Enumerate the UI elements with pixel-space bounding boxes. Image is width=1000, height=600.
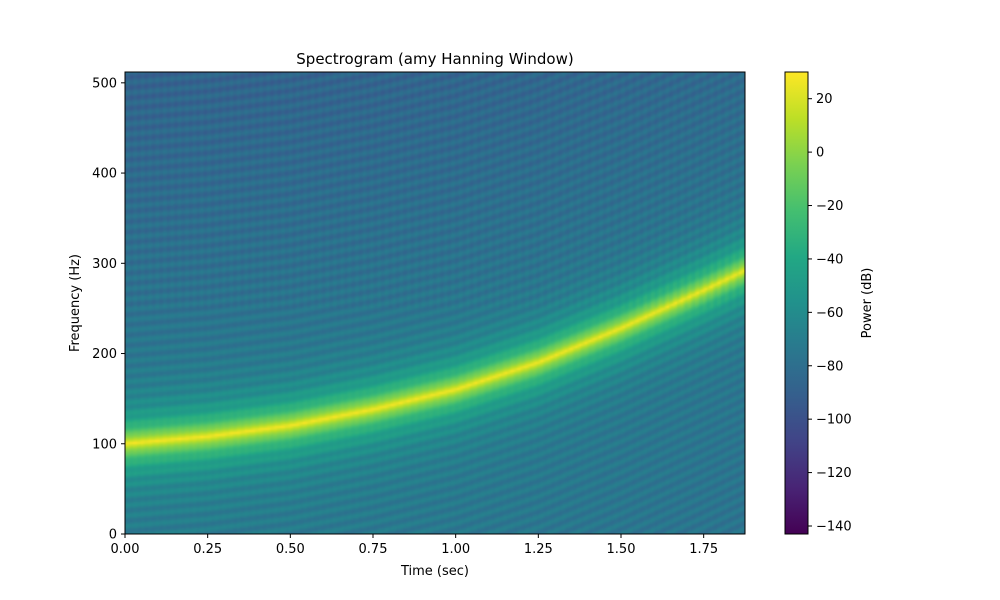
colorbar-ticks: 20 0 −20 −40 −60 −80 −100 −120 −140 [808,92,852,534]
colorbar-tick-label: 0 [816,146,824,161]
x-tick-label: 1.00 [441,542,470,557]
x-tick-label: 0.50 [276,542,305,557]
y-tick-label: 200 [92,347,117,362]
colorbar-tick-label: −20 [816,199,843,214]
x-tick-label: 0.25 [193,542,222,557]
colorbar-tick-label: −60 [816,306,843,321]
colorbar [784,71,809,535]
x-tick-label: 1.25 [524,542,553,557]
x-axis-label: Time (sec) [400,564,469,579]
x-tick-label: 0.75 [359,542,388,557]
y-axis-label: Frequency (Hz) [68,254,83,352]
y-tick-label: 300 [92,257,117,272]
colorbar-tick-label: −80 [816,359,843,374]
y-tick-label: 500 [92,76,117,91]
x-tick-label: 1.50 [607,542,636,557]
y-tick-label: 0 [109,528,117,543]
chart-title: Spectrogram (amy Hanning Window) [296,50,573,68]
heatmap [125,72,745,534]
colorbar-tick-label: −140 [816,519,852,534]
colorbar-tick-label: −100 [816,413,852,428]
y-axis-ticks: 0 100 200 300 400 500 [92,76,125,543]
heatmap-image [125,72,745,534]
y-tick-label: 400 [92,167,117,182]
x-tick-label: 0.00 [111,542,140,557]
colorbar-tick-label: −40 [816,252,843,267]
x-axis-ticks: 0.00 0.25 0.50 0.75 1.00 1.25 1.50 1.75 [111,534,718,557]
plot-frame [124,71,746,535]
x-tick-label: 1.75 [689,542,718,557]
colorbar-label: Power (dB) [860,268,875,339]
y-tick-label: 100 [92,437,117,452]
colorbar-tick-label: 20 [816,92,833,107]
colorbar-tick-label: −120 [816,466,852,481]
